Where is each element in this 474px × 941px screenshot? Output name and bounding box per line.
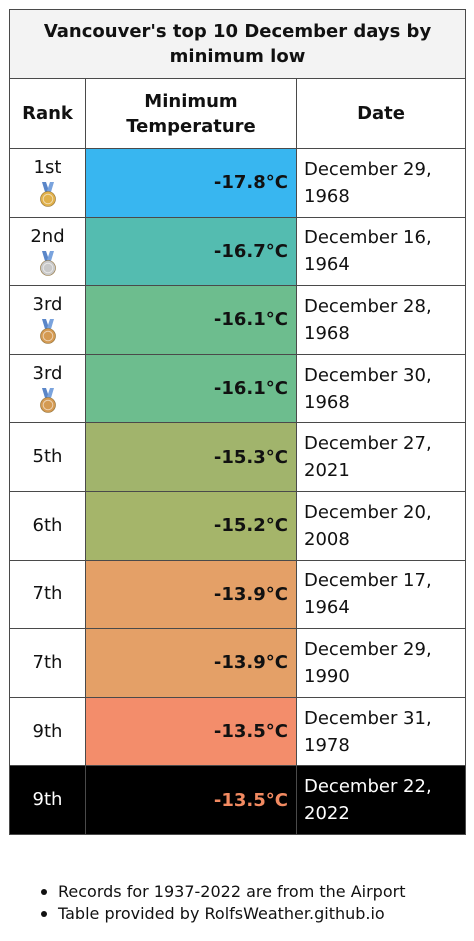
table-row: 2nd -16.7°C December 16, 1964 (9, 216, 467, 287)
header-row: Rank Minimum Temperature Date (9, 78, 467, 149)
date-cell: December 22, 2022 (295, 765, 467, 835)
rank-cell: 1st (9, 148, 86, 218)
rank-label: 3rd (32, 363, 63, 385)
table-row: 3rd -16.1°C December 30, 1968 (9, 353, 467, 424)
footnotes: Records for 1937-2022 are from the Airpo… (40, 881, 405, 925)
date-cell: December 27, 2021 (295, 422, 467, 492)
rank-cell: 2nd (9, 216, 86, 287)
footnote-source: Records for 1937-2022 are from the Airpo… (40, 881, 405, 903)
rank-label: 9th (32, 789, 63, 811)
footnote-credit: Table provided by RolfsWeather.github.io (40, 903, 405, 925)
rank-cell: 6th (9, 490, 86, 561)
table-row: 1st -17.8°C December 29, 1968 (9, 148, 467, 218)
temperature-cell: -15.2°C (85, 490, 297, 561)
records-table: Vancouver's top 10 December days by mini… (8, 9, 467, 835)
date-cell: December 16, 1964 (295, 216, 467, 287)
table-row: 6th -15.2°C December 20, 2008 (9, 490, 467, 561)
temperature-cell: -13.5°C (85, 696, 297, 767)
date-cell: December 20, 2008 (295, 490, 467, 561)
temperature-cell: -16.7°C (85, 216, 297, 287)
date-cell: December 31, 1978 (295, 696, 467, 767)
table-row: 3rd -16.1°C December 28, 1968 (9, 285, 467, 355)
date-cell: December 29, 1968 (295, 148, 467, 218)
rank-cell: 9th (9, 765, 86, 835)
date-cell: December 17, 1964 (295, 559, 467, 630)
rank-cell: 9th (9, 696, 86, 767)
temperature-cell: -13.9°C (85, 628, 297, 698)
rank-label: 9th (32, 720, 63, 742)
rank-label: 6th (32, 514, 63, 536)
bronze-medal-icon (39, 388, 56, 413)
rank-label: 2nd (30, 225, 65, 247)
date-cell: December 28, 1968 (295, 285, 467, 355)
rank-cell: 7th (9, 559, 86, 630)
table-row: 9th -13.5°C December 31, 1978 (9, 696, 467, 767)
temperature-cell: -16.1°C (85, 353, 297, 424)
column-header-rank: Rank (9, 78, 86, 149)
temperature-cell: -17.8°C (85, 148, 297, 218)
table-row: 7th -13.9°C December 29, 1990 (9, 628, 467, 698)
column-header-temperature: Minimum Temperature (85, 78, 297, 149)
column-header-date: Date (295, 78, 467, 149)
records-table-container: Vancouver's top 10 December days by mini… (8, 9, 467, 835)
rank-label: 7th (32, 583, 63, 605)
temperature-cell: -13.9°C (85, 559, 297, 630)
table-row: 5th -15.3°C December 27, 2021 (9, 422, 467, 492)
temperature-cell: -15.3°C (85, 422, 297, 492)
table-row: 9th -13.5°C December 22, 2022 (9, 765, 467, 835)
table-row: 7th -13.9°C December 17, 1964 (9, 559, 467, 630)
table-title: Vancouver's top 10 December days by mini… (8, 9, 467, 79)
gold-medal-icon (39, 182, 56, 208)
rank-label: 5th (32, 446, 63, 468)
rank-cell: 3rd (9, 285, 86, 355)
rank-cell: 3rd (9, 353, 86, 424)
rank-label: 1st (33, 157, 62, 179)
silver-medal-icon (39, 250, 56, 276)
bronze-medal-icon (39, 319, 56, 345)
rank-cell: 7th (9, 628, 86, 698)
date-cell: December 30, 1968 (295, 353, 467, 424)
rank-cell: 5th (9, 422, 86, 492)
rank-label: 7th (32, 651, 63, 673)
date-cell: December 29, 1990 (295, 628, 467, 698)
rank-label: 3rd (32, 294, 63, 316)
temperature-cell: -16.1°C (85, 285, 297, 355)
temperature-cell: -13.5°C (85, 765, 297, 835)
